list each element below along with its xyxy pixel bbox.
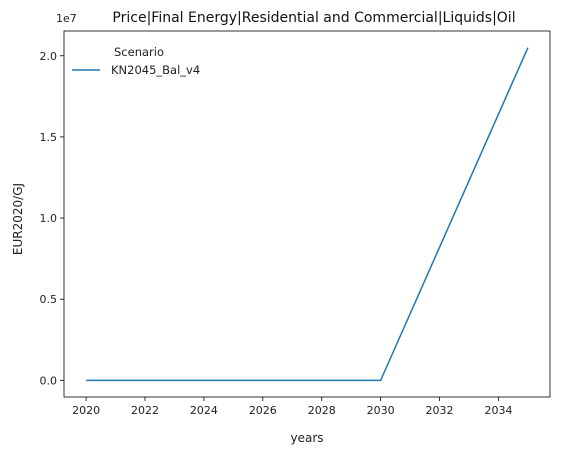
x-tick-label: 2020: [72, 404, 100, 417]
plot-frame: [63, 30, 551, 398]
x-tick-label: 2022: [131, 404, 159, 417]
x-tick-label: 2032: [426, 404, 454, 417]
series-lines: [86, 47, 529, 382]
x-tick-label: 2028: [308, 404, 336, 417]
legend: Scenario KN2045_Bal_v4: [72, 45, 200, 77]
series-line: [86, 47, 529, 382]
x-tick-label: 2034: [484, 404, 512, 417]
y-axis-label: EUR2020/GJ: [11, 183, 25, 255]
y-tick-label: 0.5: [40, 293, 58, 306]
x-tick-label: 2026: [249, 404, 277, 417]
legend-entry: KN2045_Bal_v4: [111, 63, 200, 77]
y-tick-label: 2.0: [40, 50, 58, 63]
chart-title: Price|Final Energy|Residential and Comme…: [112, 10, 515, 26]
y-scale-label: 1e7: [56, 12, 77, 25]
y-tick-label: 0.0: [40, 374, 58, 387]
x-tick-label: 2030: [367, 404, 395, 417]
legend-title: Scenario: [114, 45, 164, 59]
y-tick-label: 1.5: [40, 131, 58, 144]
x-axis-label: years: [290, 431, 323, 445]
x-tick-label: 2024: [190, 404, 218, 417]
axis-ticks: 2020 2022 2024 2026 2028 2030 2032 2034 0.0 0.5 1.…: [40, 50, 513, 417]
y-tick-label: 1.0: [40, 212, 58, 225]
